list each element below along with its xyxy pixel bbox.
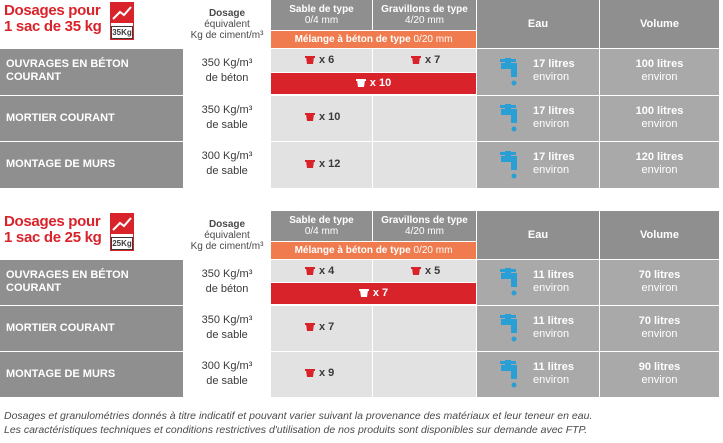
row-dose: 350 Kg/m³ de sable — [184, 306, 270, 351]
row-dose: 350 Kg/m³ de béton — [184, 260, 270, 305]
bucket-icon — [411, 267, 421, 275]
block-title: Dosages pour 1 sac de 35 kg — [4, 2, 102, 35]
eau-cell: 11 litres environ — [477, 352, 599, 397]
bucket-icon — [305, 267, 315, 275]
bucket-icon — [305, 56, 315, 64]
header-sable: Sable de type 0/4 mm — [271, 211, 372, 241]
table-row: MONTAGE DE MURS 300 Kg/m³ de sable x 9 11… — [0, 352, 723, 397]
sable-qty: x 4 — [305, 265, 334, 277]
header-volume: Volume — [600, 211, 719, 259]
header-gravillons: Gravillons de type 4/20 mm — [373, 0, 476, 30]
water-tap-icon — [500, 314, 517, 342]
water-tap-icon — [500, 58, 517, 86]
gravillons-qty: x 7 — [411, 54, 440, 66]
bucket-icon — [305, 160, 315, 168]
table-row: MORTIER COURANT 350 Kg/m³ de sable x 10 1… — [0, 96, 723, 141]
row-label: OUVRAGES EN BÉTON COURANT — [0, 260, 183, 305]
row-dose: 300 Kg/m³ de sable — [184, 142, 270, 188]
eau-cell: 11 litres environ — [477, 306, 599, 351]
bag-icon: 25Kg — [110, 213, 134, 251]
bag-icon: 35Kg — [110, 2, 134, 40]
header-eau: Eau — [477, 211, 599, 259]
water-tap-icon — [500, 104, 517, 132]
row-label: MONTAGE DE MURS — [0, 142, 183, 188]
header-melange: Mélange à béton de type 0/20 mm — [271, 31, 476, 48]
volume-cell: 70 litres environ — [600, 306, 719, 351]
row-label: MORTIER COURANT — [0, 96, 183, 141]
bucket-icon — [358, 289, 369, 297]
header-volume: Volume — [600, 0, 719, 48]
header-dosage: Dosage équivalent Kg de ciment/m³ — [190, 8, 264, 41]
bucket-icon — [411, 56, 421, 64]
water-tap-icon — [500, 360, 517, 388]
melange-qty: x 10 — [271, 73, 476, 94]
row-dose: 350 Kg/m³ de sable — [184, 96, 270, 141]
table-row: MORTIER COURANT 350 Kg/m³ de sable x 7 11… — [0, 306, 723, 351]
row-dose: 350 Kg/m³ de béton — [184, 49, 270, 95]
volume-cell: 100 litres environ — [600, 96, 719, 141]
volume-cell: 100 litres environ — [600, 49, 719, 95]
table-row: MONTAGE DE MURS 300 Kg/m³ de sable x 12 1… — [0, 142, 723, 188]
bucket-icon — [355, 79, 366, 87]
table-row: OUVRAGES EN BÉTON COURANT 350 Kg/m³ de bé… — [0, 260, 723, 305]
row-dose: 300 Kg/m³ de sable — [184, 352, 270, 397]
sable-qty: x 12 — [305, 158, 340, 170]
volume-cell: 120 litres environ — [600, 142, 719, 188]
block-title: Dosages pour 1 sac de 25 kg — [4, 213, 102, 246]
volume-cell: 90 litres environ — [600, 352, 719, 397]
footnote-line-1: Dosages et granulométries donnés à titre… — [4, 410, 593, 422]
header-sable: Sable de type 0/4 mm — [271, 0, 372, 30]
bag-label: 35Kg — [111, 26, 133, 39]
bucket-icon — [305, 369, 315, 377]
eau-cell: 17 litres environ — [477, 49, 599, 95]
gravillons-qty: x 5 — [411, 265, 440, 277]
header-melange: Mélange à béton de type 0/20 mm — [271, 242, 476, 259]
eau-cell: 17 litres environ — [477, 96, 599, 141]
water-tap-icon — [500, 151, 517, 179]
footnote: Dosages et granulométries donnés à titre… — [4, 409, 719, 437]
header-eau: Eau — [477, 0, 599, 48]
bucket-icon — [305, 113, 315, 121]
table-row: OUVRAGES EN BÉTON COURANT 350 Kg/m³ de bé… — [0, 49, 723, 95]
sable-qty: x 7 — [305, 321, 334, 333]
eau-cell: 11 litres environ — [477, 260, 599, 305]
header-dosage: Dosage équivalent Kg de ciment/m³ — [190, 219, 264, 252]
bucket-icon — [305, 323, 315, 331]
header-gravillons: Gravillons de type 4/20 mm — [373, 211, 476, 241]
footnote-line-2: Les caractéristiques techniques et condi… — [4, 424, 588, 436]
row-label: MONTAGE DE MURS — [0, 352, 183, 397]
eau-cell: 17 litres environ — [477, 142, 599, 188]
melange-qty: x 7 — [271, 283, 476, 304]
sable-qty: x 10 — [305, 111, 340, 123]
water-tap-icon — [500, 268, 517, 296]
bag-label: 25Kg — [111, 237, 133, 250]
volume-cell: 70 litres environ — [600, 260, 719, 305]
row-label: MORTIER COURANT — [0, 306, 183, 351]
sable-qty: x 6 — [305, 54, 334, 66]
row-label: OUVRAGES EN BÉTON COURANT — [0, 49, 183, 95]
sable-qty: x 9 — [305, 367, 334, 379]
